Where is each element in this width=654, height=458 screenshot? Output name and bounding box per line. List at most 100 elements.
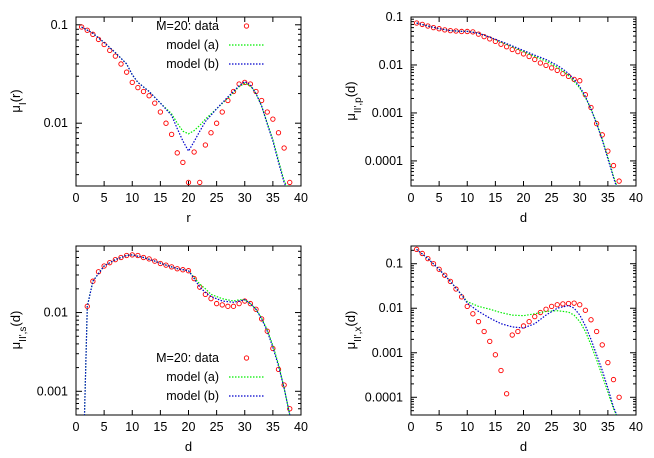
data-point bbox=[453, 286, 459, 292]
x-tick-label: 30 bbox=[238, 191, 252, 205]
x-tick-label: 20 bbox=[517, 420, 531, 434]
data-point bbox=[515, 48, 521, 55]
data-point bbox=[242, 79, 248, 86]
data-point bbox=[509, 332, 515, 338]
data-point bbox=[419, 250, 425, 257]
data-point bbox=[588, 317, 594, 323]
x-tick-label: 40 bbox=[629, 191, 643, 205]
data-point bbox=[258, 316, 265, 322]
data-point bbox=[180, 159, 186, 166]
data-point bbox=[532, 313, 538, 320]
data-point bbox=[197, 179, 203, 186]
data-point bbox=[430, 24, 437, 31]
x-tick-label: 35 bbox=[266, 420, 280, 434]
series-line bbox=[81, 26, 288, 186]
data-point bbox=[78, 24, 85, 30]
data-point bbox=[168, 264, 175, 270]
legend-label: model (b) bbox=[166, 389, 219, 403]
series-line bbox=[416, 22, 617, 186]
y-tick-label: 0.001 bbox=[372, 106, 403, 120]
x-tick-label: 5 bbox=[101, 420, 108, 434]
y-tick-label: 0.001 bbox=[372, 346, 403, 360]
legend-label: model (a) bbox=[166, 38, 219, 52]
data-point bbox=[213, 300, 220, 307]
data-point bbox=[152, 258, 158, 264]
panel-top-right: 0 5 10 15 20 25 30 35 40 0.1 0.01 0.001 0.0001 d μII',… bbox=[343, 10, 643, 225]
x-tick-label: 5 bbox=[436, 420, 443, 434]
data-point bbox=[616, 394, 622, 400]
data-point bbox=[554, 302, 560, 308]
data-point bbox=[532, 56, 538, 63]
data-point bbox=[123, 69, 130, 75]
x-tick-label: 35 bbox=[266, 191, 280, 205]
x-tick-label: 15 bbox=[488, 191, 502, 205]
data-point bbox=[442, 272, 448, 278]
data-point bbox=[152, 100, 158, 106]
x-tick-label: 25 bbox=[210, 420, 224, 434]
x-tick-label: 30 bbox=[573, 191, 587, 205]
plot-area bbox=[413, 246, 622, 415]
data-point bbox=[197, 284, 203, 290]
data-point bbox=[163, 262, 169, 268]
x-tick-label: 0 bbox=[408, 420, 415, 434]
x-tick-label: 10 bbox=[460, 420, 474, 434]
data-point bbox=[425, 255, 431, 262]
data-point bbox=[84, 27, 90, 33]
series-line bbox=[83, 254, 291, 415]
data-point bbox=[520, 323, 527, 329]
x-tick-label: 10 bbox=[125, 420, 139, 434]
data-point bbox=[520, 51, 527, 57]
x-tick-label: 15 bbox=[488, 420, 502, 434]
x-tick-label: 40 bbox=[629, 420, 643, 434]
data-point bbox=[112, 256, 119, 263]
y-axis-label: μII',p(d) bbox=[343, 81, 364, 120]
data-point bbox=[475, 318, 482, 325]
data-point bbox=[503, 44, 510, 50]
data-point bbox=[503, 391, 510, 397]
data-point bbox=[560, 70, 566, 77]
data-point bbox=[498, 367, 504, 374]
data-point bbox=[436, 266, 442, 272]
legend: M=20: data model (a) model (b) bbox=[156, 351, 264, 403]
data-point bbox=[191, 275, 197, 282]
x-tick-label: 15 bbox=[153, 191, 167, 205]
data-point bbox=[610, 376, 617, 383]
plot-frame bbox=[410, 245, 637, 416]
data-point bbox=[146, 256, 152, 262]
data-point bbox=[287, 406, 293, 412]
data-point bbox=[135, 84, 141, 91]
y-tick-label: 0.1 bbox=[386, 10, 403, 24]
x-tick-label: 20 bbox=[182, 191, 196, 205]
data-point bbox=[230, 88, 237, 95]
plot-frame bbox=[410, 16, 637, 187]
data-point bbox=[270, 116, 276, 122]
data-point bbox=[275, 366, 282, 372]
x-tick-label: 0 bbox=[408, 191, 415, 205]
data-point bbox=[571, 300, 577, 306]
data-point bbox=[526, 53, 532, 60]
x-tick-label: 35 bbox=[601, 420, 615, 434]
data-point bbox=[509, 46, 515, 53]
data-point bbox=[247, 300, 254, 307]
data-point bbox=[163, 120, 169, 126]
data-point bbox=[185, 179, 192, 186]
data-point bbox=[577, 302, 583, 308]
data-point bbox=[168, 131, 175, 138]
y-tick-label: 0.01 bbox=[44, 116, 68, 130]
data-point bbox=[264, 109, 270, 115]
data-point bbox=[281, 145, 287, 151]
data-point bbox=[560, 301, 566, 307]
x-tick-label: 20 bbox=[182, 420, 196, 434]
data-point bbox=[118, 254, 124, 261]
data-point bbox=[577, 78, 583, 84]
x-tick-label: 20 bbox=[517, 191, 531, 205]
data-point bbox=[543, 306, 549, 312]
x-axis-label: d bbox=[520, 210, 527, 225]
data-point bbox=[129, 79, 135, 86]
plot-area bbox=[413, 20, 622, 186]
plot-area bbox=[78, 24, 293, 186]
data-point bbox=[157, 109, 164, 115]
x-axis-label: d bbox=[520, 439, 527, 454]
data-point bbox=[526, 318, 532, 325]
data-point bbox=[481, 328, 487, 335]
